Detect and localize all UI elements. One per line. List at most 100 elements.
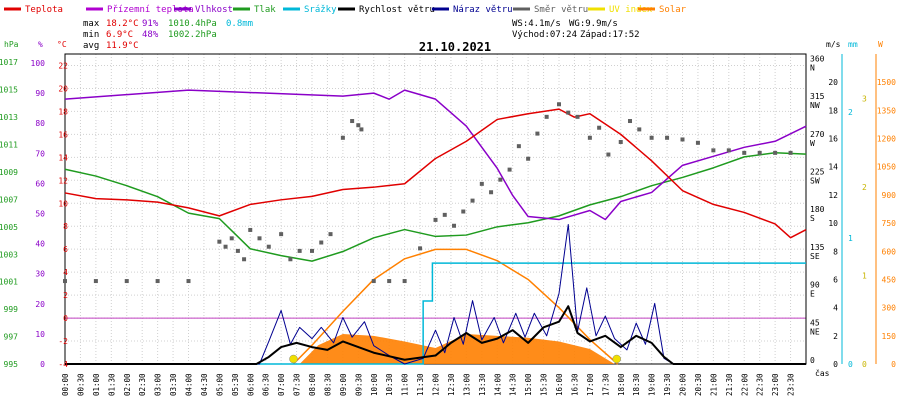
pressure-axis-tick: 1001: [0, 278, 18, 287]
humidity-axis-tick: 80: [35, 119, 45, 128]
time-axis-tick: 20:30: [694, 373, 703, 396]
wind-direction-point: [155, 279, 160, 284]
wind-direction-point: [93, 279, 98, 284]
stats-max-temp: 18.2°C: [106, 19, 139, 29]
grid: [64, 53, 807, 365]
pressure-axis-tick: 995: [4, 360, 19, 369]
wind-direction-point: [597, 125, 602, 130]
pressure-axis-tick: 1009: [0, 168, 18, 177]
solar-area: [299, 333, 615, 364]
wind-axis-tick: 4: [833, 304, 838, 313]
wind-axis-unit: m/s: [826, 40, 841, 49]
direction-axis-tick: 315: [810, 92, 825, 101]
wind-direction-point: [695, 140, 700, 145]
wind-direction-point: [257, 236, 262, 241]
legend-label: Teplota: [25, 5, 63, 15]
temperature-axis-tick: 18: [58, 107, 68, 116]
temperature-axis-tick: -4: [58, 360, 68, 369]
pressure-axis-tick: 1003: [0, 250, 18, 259]
wind-direction-point: [359, 127, 364, 132]
pressure-line: [64, 152, 807, 262]
pressure-axis-tick: 1017: [0, 58, 18, 67]
wind-axis-tick: 6: [833, 275, 838, 284]
temperature-axis-tick: 0: [63, 314, 68, 323]
time-axis-tick: 19:30: [663, 373, 672, 396]
legend-label: Přízemní teplota: [107, 5, 194, 15]
time-axis-tick: 05:30: [231, 373, 240, 396]
uv-axis-tick: 2: [862, 183, 867, 192]
wind-direction-point: [442, 212, 447, 217]
humidity-axis-tick: 0: [40, 360, 45, 369]
time-axis-tick: 11:00: [401, 373, 410, 396]
wind-gust-info: WG:9.9m/s: [569, 19, 618, 29]
time-axis-tick: 11:30: [416, 373, 425, 396]
wind-axis-tick: 14: [828, 163, 838, 172]
direction-axis-tick: 270: [810, 130, 825, 139]
wind-direction-point: [418, 246, 423, 251]
rain-axis-tick: 1: [848, 234, 853, 243]
time-axis-tick: 03:30: [169, 373, 178, 396]
time-axis-tick: 10:30: [385, 373, 394, 396]
rain-axis-unit: mm: [848, 40, 858, 49]
legend-label: UV index: [609, 5, 653, 15]
time-axis-tick: 22:00: [740, 373, 749, 396]
wind-direction-point: [248, 227, 253, 232]
uv-axis-tick: 0: [862, 360, 867, 369]
wind-axis-tick: 8: [833, 247, 838, 256]
temperature-axis-tick: -2: [58, 337, 68, 346]
stats-max-humidity: 91%: [142, 19, 159, 29]
legend-item: Solar: [638, 5, 687, 15]
wind-axis-tick: 2: [833, 332, 838, 341]
pressure-axis-tick: 999: [4, 305, 19, 314]
direction-axis-sub: E: [810, 290, 815, 299]
stats-panel: max 18.2°C 91% 1010.4hPa 0.8mm min 6.9°C…: [83, 19, 253, 51]
time-axis-tick: 09:00: [339, 373, 348, 396]
temperature-axis-tick: 16: [58, 130, 68, 139]
stats-max-pressure: 1010.4hPa: [168, 19, 217, 29]
wind-direction-point: [587, 135, 592, 140]
stats-avg-label: avg: [83, 41, 99, 51]
legend-label: Rychlost větru: [359, 5, 435, 15]
wind-direction-point: [628, 119, 633, 124]
wind-direction-point: [606, 152, 611, 157]
solar-axis-tick: 900: [882, 191, 897, 200]
wind-direction-point: [371, 279, 376, 284]
time-axis-tick: 17:00: [586, 373, 595, 396]
temperature-axis-tick: 10: [58, 199, 68, 208]
stats-min-humidity: 48%: [142, 30, 159, 40]
time-axis-tick: 14:30: [509, 373, 518, 396]
solar-axis-tick: 1200: [877, 135, 896, 144]
wind-direction-point: [665, 135, 670, 140]
wind-speed-line: [65, 305, 806, 365]
humidity-axis-tick: 60: [35, 179, 45, 188]
wind-direction-point: [433, 217, 438, 222]
wind-info-panel: WS:4.1m/s WG:9.9m/s Východ:07:24 Západ:1…: [512, 19, 640, 40]
time-axis-tick: 12:00: [432, 373, 441, 396]
wind-direction-point: [637, 127, 642, 132]
wind-direction-point: [266, 244, 271, 249]
wind-direction-point: [340, 135, 345, 140]
temperature-line: [64, 108, 807, 239]
rain-axis-tick: 2: [848, 108, 853, 117]
wind-speed-info: WS:4.1m/s: [512, 19, 561, 29]
humidity-axis-tick: 10: [35, 330, 45, 339]
wind-direction-point: [618, 139, 623, 144]
wind-direction-point: [235, 248, 240, 253]
uv-axis: 0 1 2 3: [862, 94, 867, 369]
pressure-axis-tick: 1011: [0, 141, 18, 150]
wind-direction-point: [356, 123, 361, 128]
wind-direction-point: [470, 198, 475, 203]
wind-direction-point: [63, 279, 67, 284]
legend-label: Náraz větru: [453, 5, 513, 15]
sunset-marker: [612, 354, 621, 364]
humidity-axis-tick: 90: [35, 89, 45, 98]
direction-axis-sub: NE: [810, 327, 820, 336]
wind-direction-point: [479, 181, 484, 186]
time-axis-tick: 18:30: [632, 373, 641, 396]
wind-direction-point: [535, 131, 540, 136]
solar-axis-tick: 0: [891, 360, 896, 369]
wind-direction-point: [124, 279, 129, 284]
solar-axis: 0 150 300 450 600 750 900 1050 1200 1350 1500: [877, 78, 896, 369]
direction-axis-sub: S: [810, 214, 815, 223]
temperature-axis-tick: 2: [63, 291, 68, 300]
